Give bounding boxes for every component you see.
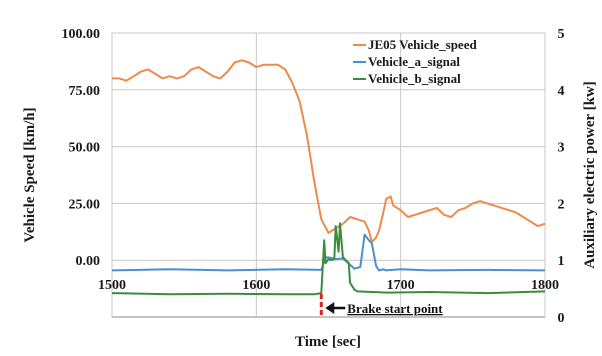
series-line-3 <box>111 222 546 296</box>
y-left-tick-label: 100.00 <box>62 27 101 42</box>
x-axis-label: Time [sec] <box>295 334 361 350</box>
legend-label-2: Vehicle_a_signal <box>368 54 460 69</box>
series-lines <box>111 59 546 296</box>
x-tick-label: 1500 <box>98 278 126 293</box>
x-tick-label: 1800 <box>531 278 559 293</box>
legend-label-3: Vehicle_b_signal <box>368 71 461 86</box>
y-left-tick-label: 0.00 <box>76 254 101 269</box>
y-right-tick-label: 5 <box>558 27 565 42</box>
x-ticks: 1500 1600 1700 1800 <box>98 278 559 293</box>
y-right-tick-label: 2 <box>558 197 565 212</box>
legend-label-1: JE05 Vehicle_speed <box>368 37 477 52</box>
y-right-tick-label: 1 <box>558 254 565 269</box>
x-tick-label: 1600 <box>242 278 270 293</box>
y-left-tick-label: 50.00 <box>69 141 101 156</box>
x-tick-label: 1700 <box>387 278 415 293</box>
y-left-tick-label: 25.00 <box>69 197 101 212</box>
legend: JE05 Vehicle_speed Vehicle_a_signal Vehicl… <box>353 37 477 86</box>
series-line-1 <box>112 59 546 243</box>
brake-annotation: Brake start point <box>319 294 443 317</box>
series-line-2 <box>111 233 546 272</box>
plot-area <box>111 32 546 318</box>
brake-arrow-head <box>325 302 335 314</box>
y-left-axis-label: Vehicle Speed [km/h] <box>22 107 38 242</box>
y-right-ticks: 5 4 3 2 1 0 <box>558 27 565 326</box>
y-left-ticks: 100.00 75.00 50.00 25.00 0.00 <box>62 27 101 269</box>
brake-annotation-label: Brake start point <box>347 301 443 316</box>
y-right-tick-label: 3 <box>558 141 565 156</box>
y-left-tick-label: 75.00 <box>69 84 101 99</box>
y-right-tick-label: 4 <box>558 84 565 99</box>
y-right-tick-label: 0 <box>558 311 565 326</box>
y-right-axis-label: Auxiliary electric power [kw] <box>582 81 598 269</box>
